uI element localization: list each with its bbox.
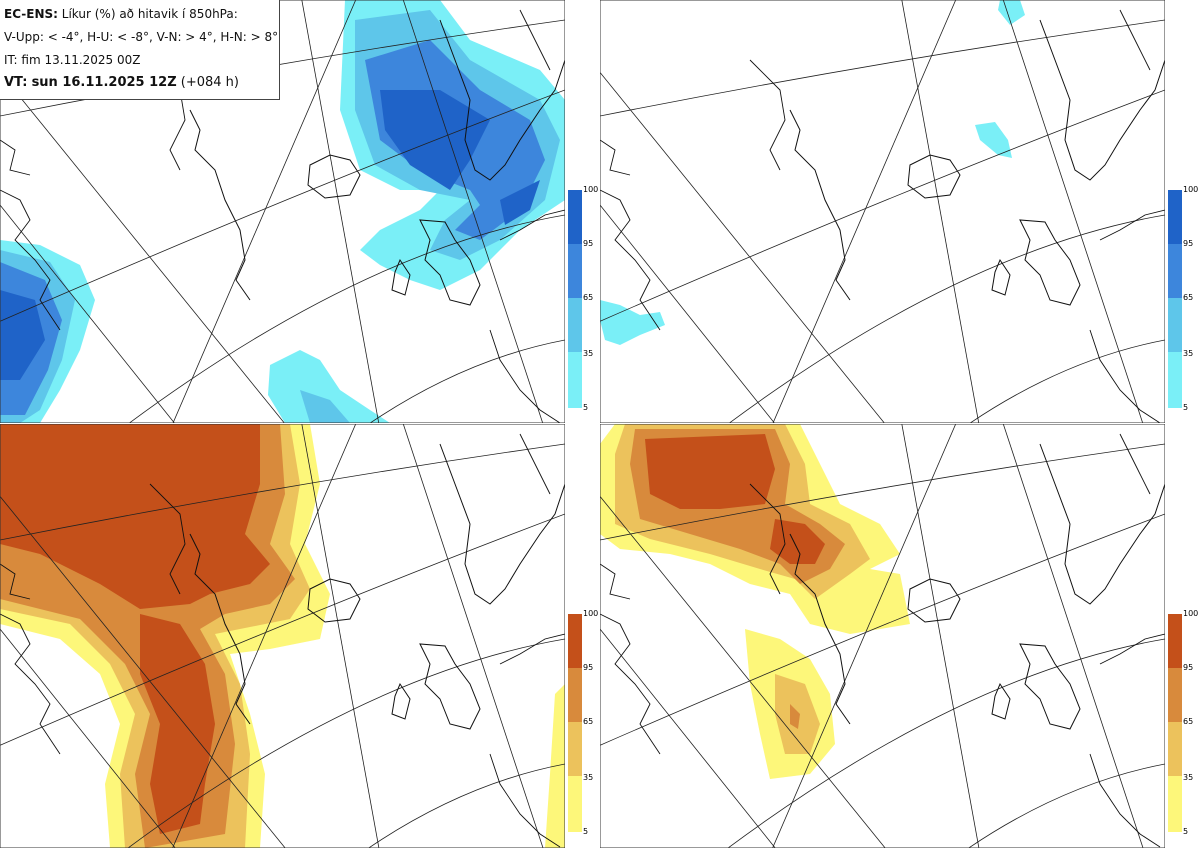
colorbar-tick: 5 [583, 827, 588, 836]
probability-field-cold-northeast [340, 0, 565, 290]
colorbar-tick: 100 [583, 609, 598, 618]
panel-bottom-left [0, 424, 565, 848]
product-title: Líkur (%) að hitavik í 850hPa: [61, 7, 238, 21]
probability-field-warm-south [745, 629, 835, 779]
colorbar-bottom-left: 100 95 65 35 5 [568, 609, 598, 836]
colorbar-tick: 65 [1183, 717, 1193, 726]
threshold-line: V-Upp: < -4°, H-U: < -8°, V-N: > 4°, H-N… [4, 30, 279, 44]
probability-field-cold-top [998, 0, 1025, 25]
colorbar-bottom-right: 100 95 65 35 5 [1168, 609, 1198, 836]
valid-time: sun 16.11.2025 12Z [31, 75, 177, 90]
initial-time-line: IT: fim 13.11.2025 00Z [4, 53, 141, 67]
colorbar-tick: 65 [583, 293, 593, 302]
panel-bottom-right [600, 424, 1165, 848]
probability-field-warm-north [600, 424, 910, 634]
colorbar-tick: 35 [1183, 773, 1193, 782]
colorbar-tick: 100 [1183, 185, 1198, 194]
colorbar-tick: 95 [583, 239, 593, 248]
colorbar-top-right: 100 95 65 35 5 [1168, 185, 1198, 412]
probability-field-warm [0, 424, 330, 848]
colorbar-tick: 5 [1183, 403, 1188, 412]
colorbar-tick: 95 [583, 663, 593, 672]
initial-time: fim 13.11.2025 00Z [21, 53, 141, 67]
colorbar-tick: 35 [583, 773, 593, 782]
colorbar-tick: 35 [1183, 349, 1193, 358]
probability-field-cold-west [0, 240, 95, 423]
colorbar-tick: 65 [583, 717, 593, 726]
colorbar-tick: 100 [1183, 609, 1198, 618]
colorbar-top-left: 100 95 65 35 5 [568, 185, 598, 412]
info-title-line: EC-ENS: Líkur (%) að hitavik í 850hPa: [4, 4, 279, 27]
panel-top-right [600, 0, 1165, 423]
panel-top-left [0, 0, 565, 423]
probability-field-cold-mid [975, 122, 1012, 158]
forecast-info-box: EC-ENS: Líkur (%) að hitavik í 850hPa: V… [0, 0, 280, 100]
colorbar-tick: 95 [1183, 663, 1193, 672]
model-name: EC-ENS: [4, 7, 58, 21]
valid-time-line: VT: sun 16.11.2025 12Z (+084 h) [4, 75, 239, 90]
colorbar-tick: 95 [1183, 239, 1193, 248]
colorbar-tick: 35 [583, 349, 593, 358]
probability-field-cold-west [600, 300, 665, 345]
lead-time: (+084 h) [180, 75, 239, 90]
colorbar-tick: 5 [1183, 827, 1188, 836]
colorbar-tick: 5 [583, 403, 588, 412]
colorbar-tick: 100 [583, 185, 598, 194]
probability-field-cold-south [268, 350, 390, 423]
colorbar-tick: 65 [1183, 293, 1193, 302]
